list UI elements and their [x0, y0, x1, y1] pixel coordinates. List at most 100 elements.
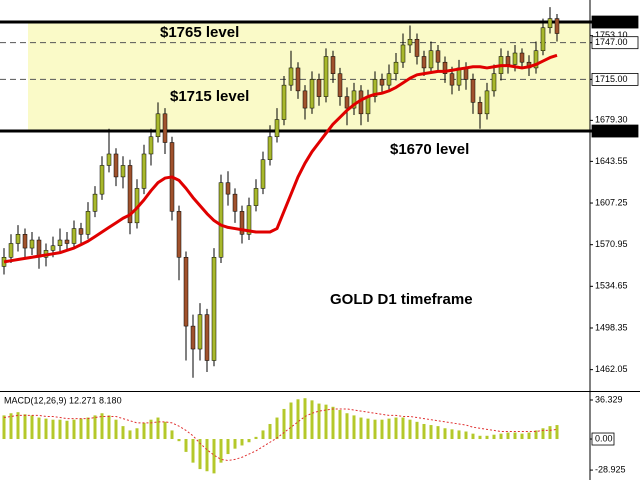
- candle-body: [554, 18, 560, 34]
- candle-body: [281, 84, 287, 120]
- macd-label: MACD(12,26,9) 12.271 8.180: [4, 395, 122, 405]
- macd-bar: [254, 436, 258, 440]
- candle-body: [253, 188, 259, 206]
- candle-body: [162, 113, 168, 143]
- macd-bar: [289, 402, 293, 440]
- macd-bar: [23, 414, 27, 440]
- macd-bar: [86, 417, 90, 440]
- candle-body: [225, 182, 231, 195]
- macd-bar: [177, 439, 181, 442]
- macd-bar: [324, 404, 328, 440]
- candle-body: [246, 205, 252, 235]
- macd-bar: [282, 408, 286, 440]
- candle-body: [155, 113, 161, 138]
- candle-body: [99, 165, 105, 195]
- candle-body: [309, 79, 315, 109]
- candle-body: [71, 228, 77, 244]
- candle-body: [260, 159, 266, 189]
- candle-body: [512, 52, 518, 65]
- candle-body: [50, 245, 56, 251]
- candle-body: [183, 256, 189, 327]
- y-tick-label: 1462.05: [595, 364, 628, 374]
- macd-bar: [499, 433, 503, 440]
- candle-body: [218, 182, 224, 258]
- macd-bar: [394, 417, 398, 440]
- macd-bar: [296, 399, 300, 440]
- candle-body: [330, 56, 336, 74]
- level-zone: [28, 22, 590, 132]
- macd-bar: [72, 419, 76, 440]
- macd-tick-label: 0.00: [595, 433, 613, 443]
- macd-bar: [555, 425, 559, 440]
- macd-tick-label: -28.925: [595, 464, 626, 474]
- y-tick-label: 1607.25: [595, 197, 628, 207]
- macd-bar: [37, 417, 41, 440]
- macd-bar: [30, 415, 34, 440]
- candle-body: [393, 61, 399, 74]
- macd-bar: [275, 417, 279, 440]
- macd-bar: [79, 418, 83, 440]
- candle-body: [120, 165, 126, 178]
- candle-body: [435, 50, 441, 63]
- candle-body: [190, 325, 196, 350]
- y-tick-label: 1498.35: [595, 322, 628, 332]
- macd-bar: [548, 426, 552, 440]
- candle-body: [372, 79, 378, 97]
- candle-body: [316, 79, 322, 97]
- candle-body: [64, 239, 70, 244]
- macd-bar: [520, 433, 524, 440]
- macd-bar: [261, 430, 265, 440]
- macd-bar: [303, 398, 307, 440]
- candle-body: [106, 153, 112, 166]
- macd-bar: [268, 423, 272, 440]
- candle-body: [421, 56, 427, 69]
- macd-bar: [2, 415, 6, 440]
- candle-body: [8, 243, 14, 258]
- candle-body: [22, 234, 28, 249]
- candle-body: [232, 193, 238, 212]
- candle-body: [519, 52, 525, 63]
- candle-body: [344, 96, 350, 109]
- macd-bar: [9, 413, 13, 440]
- candle-body: [78, 228, 84, 235]
- candle-body: [127, 165, 133, 224]
- macd-bar: [149, 419, 153, 440]
- candle-body: [414, 38, 420, 57]
- macd-bar: [310, 400, 314, 440]
- candle-body: [540, 27, 546, 51]
- candle-body: [442, 61, 448, 74]
- macd-bar: [107, 415, 111, 440]
- macd-bar: [534, 430, 538, 440]
- macd-bar: [485, 435, 489, 440]
- annotation: $1765 level: [160, 24, 239, 41]
- macd-tick-box: [591, 432, 615, 446]
- candle-body: [211, 256, 217, 361]
- macd-bar: [401, 417, 405, 440]
- candle-body: [351, 90, 357, 109]
- macd-bar: [226, 439, 230, 455]
- macd-tick-label: 36.329: [595, 394, 623, 404]
- macd-bar: [198, 439, 202, 470]
- candle-body: [505, 56, 511, 65]
- macd-bar: [240, 439, 244, 446]
- macd-bar: [457, 430, 461, 440]
- candle-body: [288, 67, 294, 86]
- macd-bar: [415, 421, 419, 440]
- candle-body: [323, 56, 329, 97]
- macd-bar: [387, 418, 391, 440]
- macd-bar: [16, 412, 20, 440]
- candle-body: [547, 18, 553, 29]
- macd-bar: [422, 423, 426, 440]
- candle-body: [176, 211, 182, 258]
- y-tick-label: 1715.00: [595, 74, 628, 84]
- macd-bar: [352, 415, 356, 440]
- macd-bar: [429, 425, 433, 440]
- candle-body: [400, 44, 406, 63]
- macd-bar: [184, 439, 188, 452]
- macd-bar: [205, 439, 209, 472]
- candle-body: [365, 96, 371, 115]
- annotation: $1715 level: [170, 88, 249, 105]
- y-tick-label: 1765.00: [595, 16, 628, 26]
- macd-bar: [464, 431, 468, 440]
- macd-bar: [436, 426, 440, 440]
